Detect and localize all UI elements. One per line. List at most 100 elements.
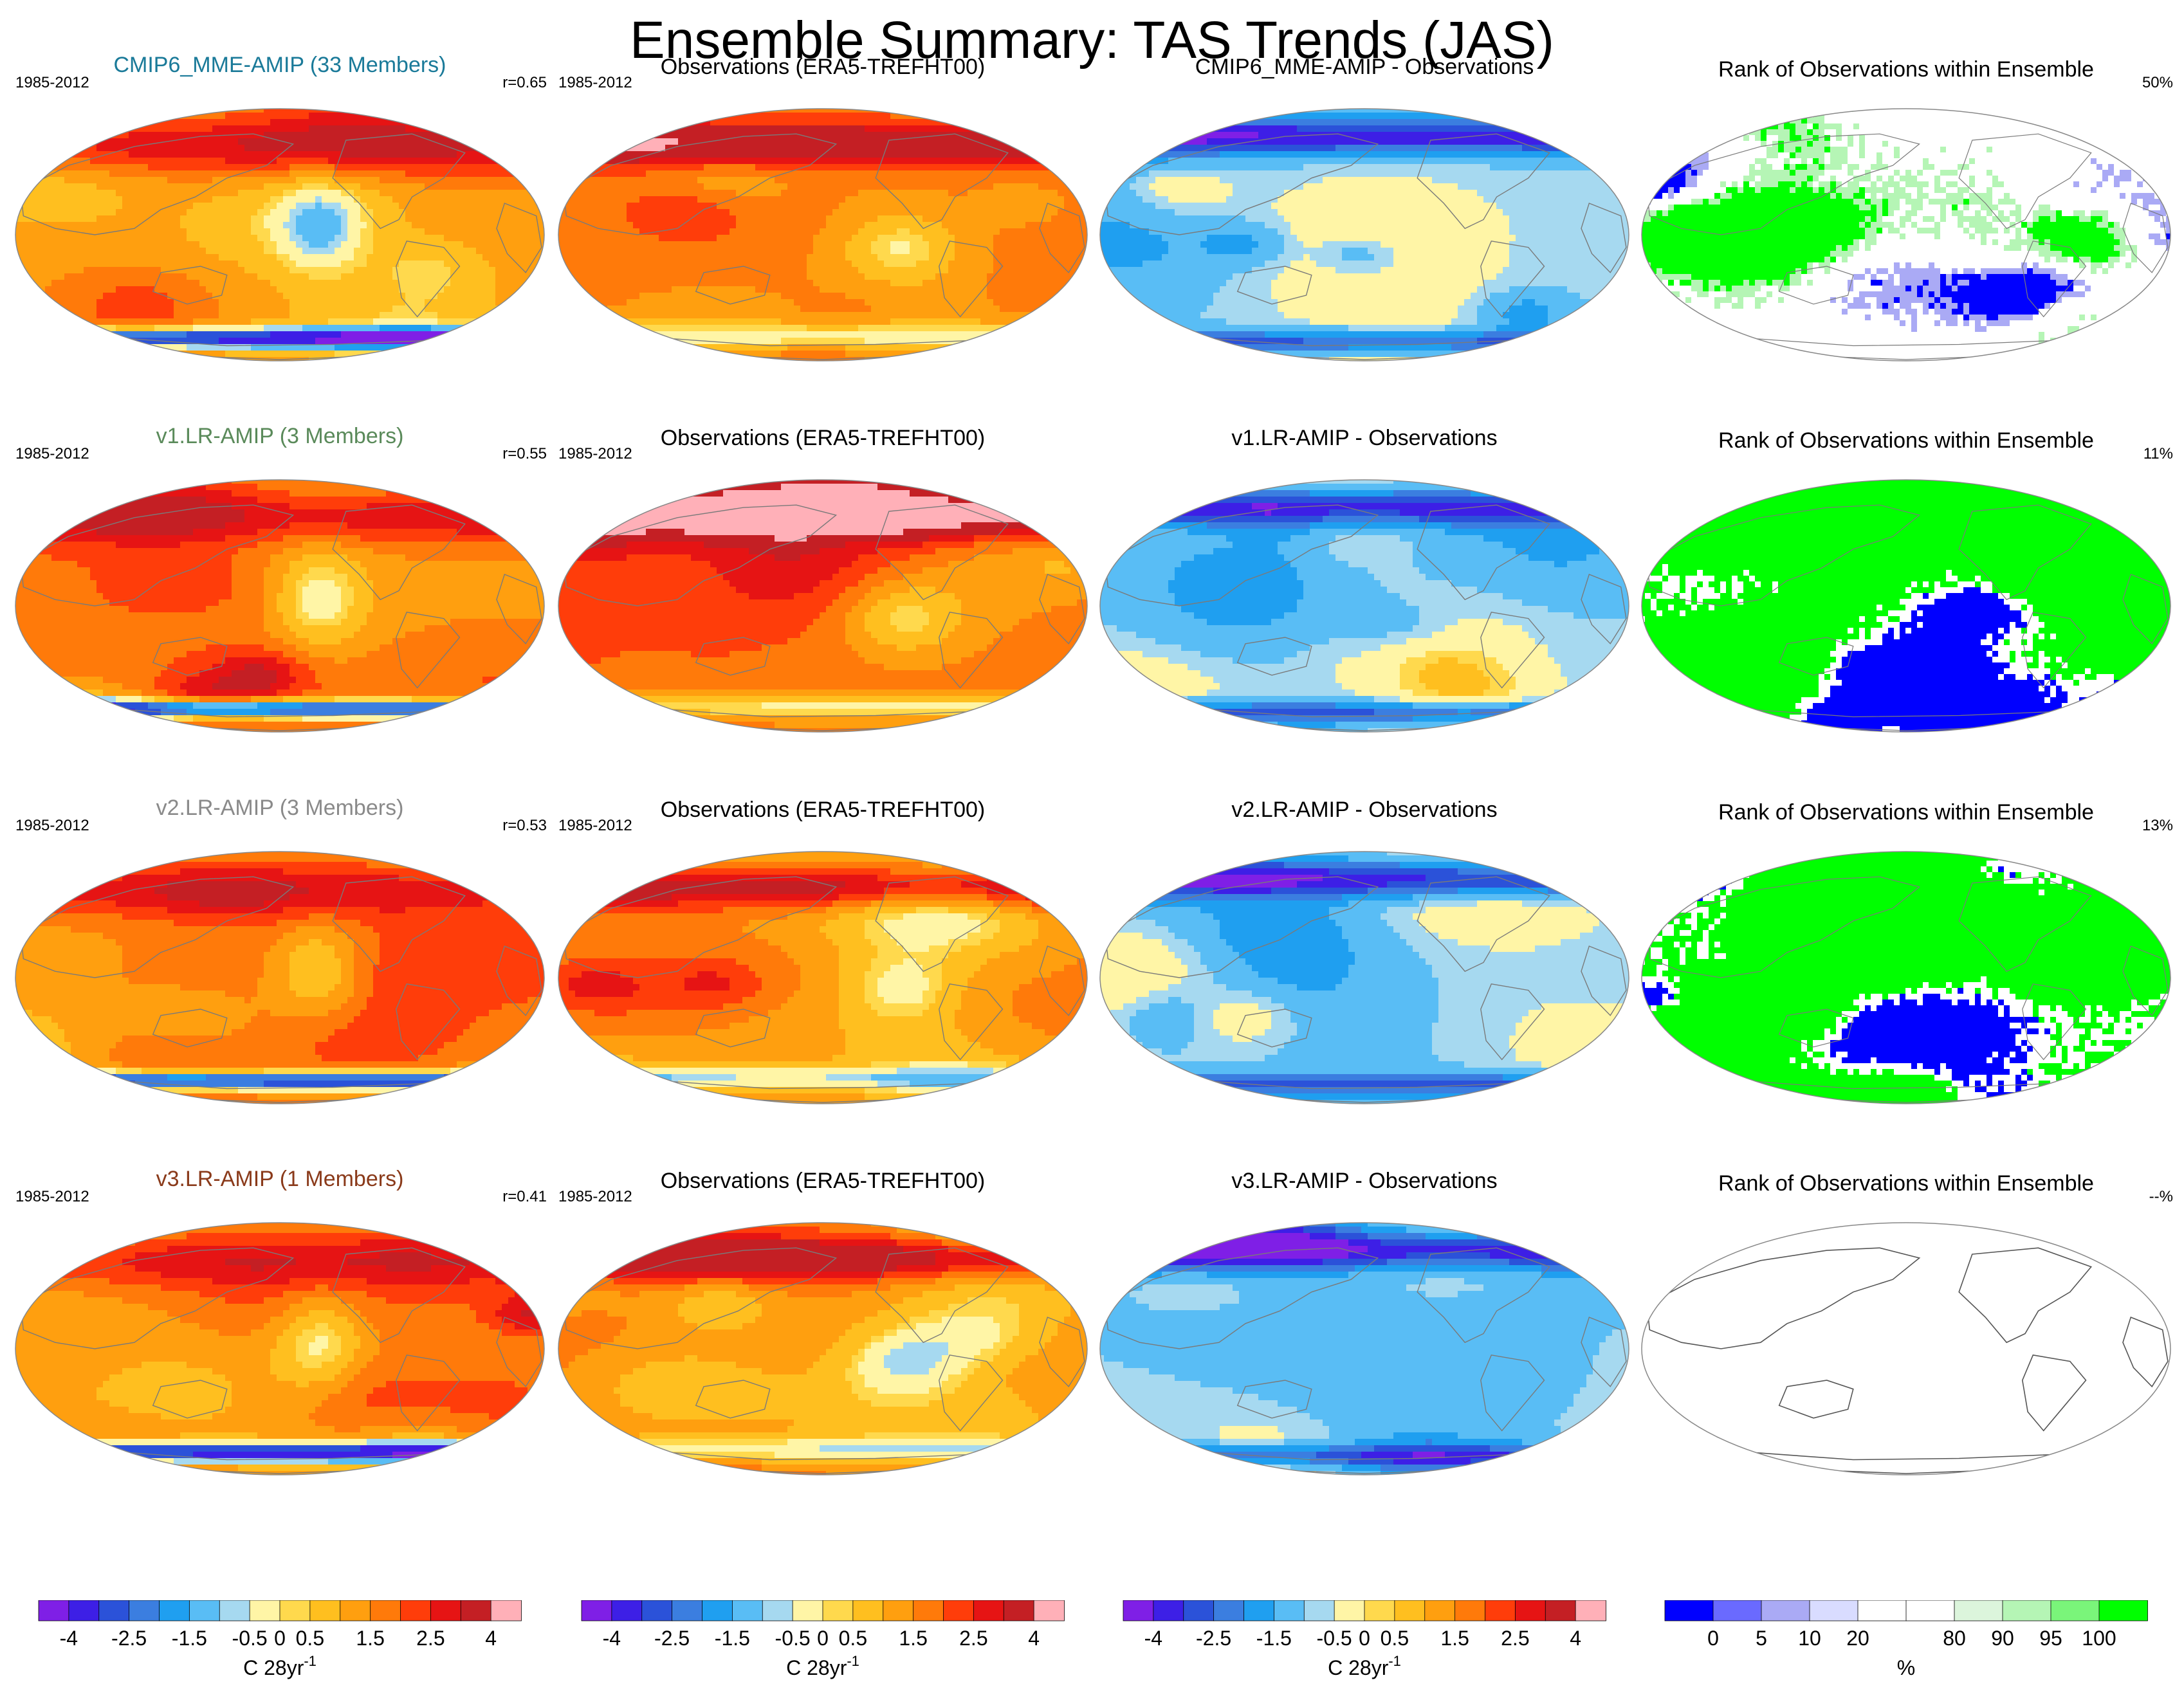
difference-map [1099, 1222, 1629, 1475]
colorbar-swatch [1454, 1600, 1486, 1621]
coastline-outline [1039, 945, 1085, 1016]
correlation-label: r=0.53 [470, 817, 547, 835]
rank-percent-label: 11% [2096, 445, 2173, 463]
rank-map [1641, 851, 2171, 1104]
colorbar-swatch [611, 1600, 643, 1621]
panel-title: CMIP6_MME-AMIP (33 Members) [10, 53, 550, 78]
rank-colorbar: 0 5 10 20 80 90 95 100% [1664, 1600, 2148, 1679]
model-map [15, 851, 545, 1104]
coastline-outline [1417, 133, 1550, 230]
panel-title: CMIP6_MME-AMIP - Observations [1094, 55, 1635, 80]
colorbar-swatch [641, 1600, 673, 1621]
period-label: 1985-2012 [15, 74, 89, 92]
coastline-outline [1778, 266, 1854, 305]
colorbar-swatch [370, 1600, 401, 1621]
colorbar-tick-label: 5 [1756, 1627, 1767, 1650]
coastline-outline [152, 1380, 228, 1419]
colorbar-swatch [2098, 1600, 2148, 1621]
colorbar-tick-label: -2.5 [1196, 1627, 1231, 1650]
colorbar-tick-label: 4 [1570, 1627, 1581, 1650]
panel-title: v2.LR-AMIP (3 Members) [10, 796, 550, 821]
coastline-outline [1480, 1355, 1545, 1432]
coastline-outline [1236, 266, 1312, 305]
panel-title: Rank of Observations within Ensemble [1636, 800, 2176, 825]
colorbar-swatch [702, 1600, 733, 1621]
coastline-outline [1581, 1317, 1627, 1387]
colorbar-tick-label: -0.5 [232, 1627, 268, 1650]
model-map [15, 479, 545, 733]
colorbar-tick-label: 100 [2082, 1627, 2116, 1650]
coastline-outline [1039, 574, 1085, 644]
coastline-outline [2122, 574, 2169, 644]
rank-percent-label: --% [2096, 1188, 2173, 1206]
coastline-outline [1105, 876, 1379, 978]
panel-title: v1.LR-AMIP (3 Members) [10, 424, 550, 449]
coastline-outline [1958, 133, 2092, 229]
coastline-outline [695, 637, 771, 676]
panel-title: Observations (ERA5-TREFHT00) [553, 798, 1093, 823]
period-label: 1985-2012 [558, 445, 632, 463]
colorbar-swatch [1334, 1600, 1365, 1621]
panel-title: Rank of Observations within Ensemble [1636, 428, 2176, 453]
period-label: 1985-2012 [558, 1188, 632, 1206]
coastline-outline [1105, 133, 1379, 235]
period-label: 1985-2012 [15, 445, 89, 463]
colorbar-tick-label: 0 [1359, 1627, 1370, 1650]
colorbar-swatch [1664, 1600, 1714, 1621]
colorbar-swatch [38, 1600, 69, 1621]
coastline-outline [695, 1380, 771, 1419]
coastline-outline [1480, 241, 1545, 318]
coastline-outline [1417, 504, 1550, 601]
coastline-outline [1480, 983, 1545, 1061]
coastline-outline [1958, 1247, 2093, 1344]
colorbar-tick-label: -4 [603, 1627, 621, 1650]
coastline-outline [1646, 504, 1920, 607]
colorbar-swatch [188, 1600, 221, 1621]
coastline-outline [1480, 612, 1545, 689]
colorbar-tick-label: -4 [1144, 1627, 1162, 1650]
coastline-outline [332, 1247, 466, 1344]
colorbar-tick-label: -2.5 [111, 1627, 147, 1650]
colorbar-swatch [1712, 1600, 1762, 1621]
colorbar-swatch [1243, 1600, 1275, 1621]
coastline-outline [2022, 983, 2087, 1061]
colorbar-swatch [1153, 1600, 1184, 1621]
coastline-outline [332, 504, 466, 601]
coastline-outline [1105, 504, 1379, 607]
colorbar-tick-label: 80 [1943, 1627, 1966, 1650]
colorbar-swatch [2002, 1600, 2051, 1621]
colorbar-tick-label: 10 [1798, 1627, 1821, 1650]
coastline-outline [20, 504, 295, 607]
colorbar-tick-label: -1.5 [715, 1627, 750, 1650]
coastline-outline [1236, 637, 1312, 676]
correlation-label: r=0.41 [470, 1188, 547, 1206]
colorbar-tick-label: 1.5 [356, 1627, 384, 1650]
panel-title: Observations (ERA5-TREFHT00) [553, 426, 1093, 451]
rank-map [1641, 479, 2171, 733]
correlation-label: r=0.65 [470, 74, 547, 92]
colorbar-tick-label: 1.5 [899, 1627, 927, 1650]
rank-map [1641, 108, 2171, 361]
coastline-outline [152, 1009, 228, 1048]
trend-colorbar: -4 -2.5 -1.5 -0.5 0 0.5 1.5 2.5 4 C 28yr-1 [1123, 1600, 1606, 1679]
coastline-outline [1581, 203, 1627, 273]
coastline-outline [396, 241, 461, 318]
colorbar-swatch [1364, 1600, 1395, 1621]
coastline-outline [875, 504, 1009, 601]
coastline-outline [2122, 1316, 2169, 1388]
correlation-label: r=0.55 [470, 445, 547, 463]
coastline-outline [1778, 1380, 1854, 1419]
coastline-outline [396, 1355, 461, 1432]
coastline-outline [496, 945, 542, 1016]
colorbar-tick-label: 2.5 [959, 1627, 987, 1650]
rank-map [1641, 1222, 2171, 1475]
colorbar-unit-label: C 28yr-1 [243, 1653, 317, 1679]
colorbar-swatch [1003, 1600, 1035, 1621]
colorbar-swatch [883, 1600, 914, 1621]
coastline-outline [875, 876, 1009, 972]
coastline-outline [563, 1247, 838, 1349]
colorbar-swatch [1485, 1600, 1516, 1621]
coastline-outline [1039, 203, 1085, 273]
coastline-outline [695, 266, 771, 305]
coastline-outline [496, 574, 542, 644]
